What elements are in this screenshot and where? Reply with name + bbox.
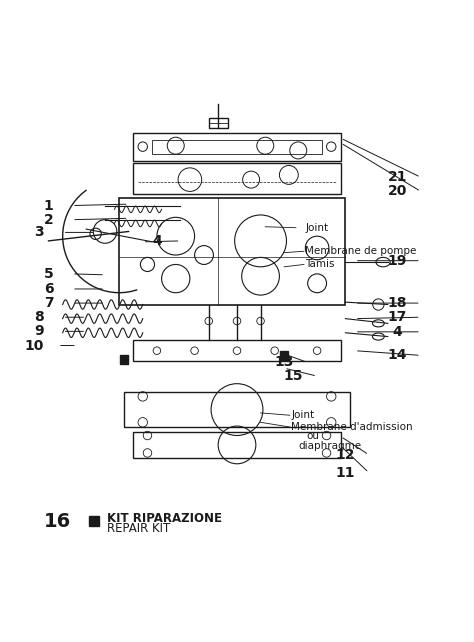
Text: 19: 19 — [388, 254, 407, 268]
Text: 2: 2 — [44, 213, 54, 227]
Bar — [119, 356, 128, 364]
Text: Membrane d'admission: Membrane d'admission — [291, 422, 413, 432]
Text: 4: 4 — [152, 234, 162, 248]
Text: 12: 12 — [336, 448, 355, 462]
Text: 6: 6 — [44, 282, 53, 296]
Text: ou: ou — [307, 431, 320, 442]
Text: Joint: Joint — [291, 410, 314, 421]
Bar — [89, 516, 99, 526]
Text: 10: 10 — [25, 338, 44, 352]
Text: REPAIR KIT: REPAIR KIT — [108, 522, 171, 535]
Text: 3: 3 — [34, 225, 44, 239]
Text: diaphragme: diaphragme — [298, 441, 361, 451]
Text: 11: 11 — [336, 465, 355, 480]
Text: 16: 16 — [44, 512, 72, 531]
Text: 21: 21 — [387, 170, 407, 184]
Bar — [280, 351, 288, 360]
Text: 8: 8 — [34, 310, 44, 324]
Text: 9: 9 — [34, 324, 44, 338]
Text: 20: 20 — [388, 184, 407, 198]
Text: 4: 4 — [392, 325, 402, 339]
Text: 14: 14 — [387, 349, 407, 362]
Text: Joint: Joint — [305, 223, 328, 232]
Text: 15: 15 — [284, 369, 303, 383]
Text: Membrane de pompe: Membrane de pompe — [305, 247, 417, 256]
Text: 13: 13 — [274, 356, 294, 369]
Text: Tamis: Tamis — [305, 259, 335, 270]
Text: KIT RIPARAZIONE: KIT RIPARAZIONE — [108, 512, 222, 525]
Text: 5: 5 — [44, 267, 54, 281]
Text: 7: 7 — [44, 296, 53, 310]
Text: 17: 17 — [388, 310, 407, 324]
Text: 1: 1 — [44, 198, 54, 213]
Text: 18: 18 — [387, 296, 407, 310]
